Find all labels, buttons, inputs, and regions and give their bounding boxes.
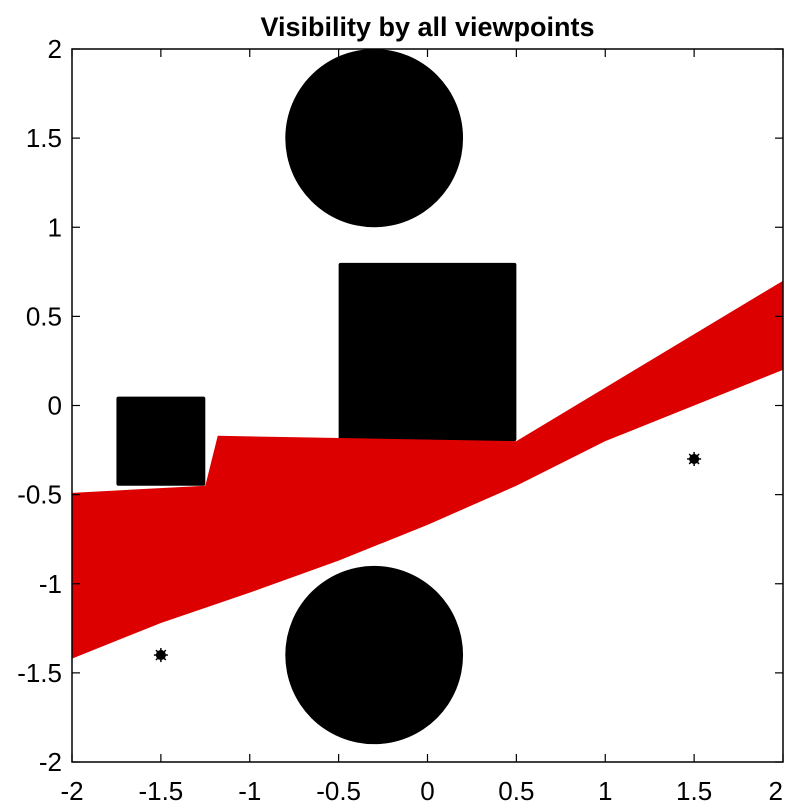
x-tick-label: 0: [420, 776, 434, 806]
x-tick-label: 1: [598, 776, 612, 806]
y-tick-label: 1.5: [26, 123, 62, 153]
y-tick-label: 0: [48, 391, 62, 421]
y-tick-label: 2: [48, 34, 62, 64]
y-tick-label: -2: [39, 747, 62, 777]
obstacle-rectangle: [116, 396, 206, 486]
viewpoint-marker: [153, 648, 168, 663]
plot-area: [72, 49, 783, 745]
obstacle-circle: [285, 49, 464, 228]
y-tick-label: -0.5: [17, 480, 62, 510]
x-tick-label: 1.5: [676, 776, 712, 806]
obstacle-rectangle: [338, 262, 517, 442]
x-tick-label: -1: [238, 776, 261, 806]
y-tick-label: 1: [48, 212, 62, 242]
x-tick-label: 0.5: [498, 776, 534, 806]
viewpoint-marker: [687, 451, 702, 466]
x-axis: -2 -1.5 -1 -0.5 0 0.5 1 1.5 2: [60, 49, 784, 806]
visible-region: [72, 280, 783, 659]
axes-box: [71, 48, 784, 763]
x-tick-label: 2: [769, 776, 783, 806]
y-tick-label: 0.5: [26, 301, 62, 331]
x-tick-label: -0.5: [316, 776, 361, 806]
x-tick-label: -1.5: [138, 776, 183, 806]
x-tick-label: -2: [60, 776, 83, 806]
y-tick-label: -1.5: [17, 658, 62, 688]
chart-title: Visibility by all viewpoints: [260, 12, 594, 42]
obstacle-circle: [285, 565, 464, 745]
y-tick-label: -1: [39, 569, 62, 599]
